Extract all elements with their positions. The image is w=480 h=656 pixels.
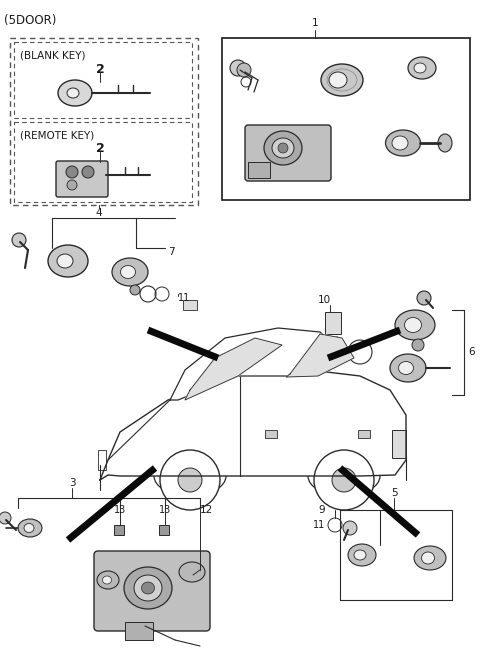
Bar <box>325 312 341 334</box>
Text: 1: 1 <box>312 18 318 28</box>
Bar <box>183 300 197 310</box>
Polygon shape <box>170 328 345 400</box>
Ellipse shape <box>421 552 434 564</box>
Polygon shape <box>286 334 354 377</box>
Ellipse shape <box>58 80 92 106</box>
Ellipse shape <box>348 544 376 566</box>
Text: (5DOOR): (5DOOR) <box>4 14 56 27</box>
Circle shape <box>237 63 251 77</box>
Ellipse shape <box>120 266 135 279</box>
Ellipse shape <box>414 63 426 73</box>
Polygon shape <box>100 370 406 480</box>
Ellipse shape <box>134 575 162 601</box>
Bar <box>248 162 270 178</box>
Ellipse shape <box>329 72 347 88</box>
Text: 2: 2 <box>96 142 104 155</box>
Ellipse shape <box>414 546 446 570</box>
Text: 4: 4 <box>96 208 102 218</box>
Circle shape <box>0 512 11 524</box>
Bar <box>10 38 198 205</box>
Text: (BLANK KEY): (BLANK KEY) <box>20 50 85 60</box>
Circle shape <box>332 468 356 492</box>
FancyBboxPatch shape <box>56 161 108 197</box>
Ellipse shape <box>395 310 435 340</box>
Text: 11: 11 <box>178 293 190 303</box>
Text: (REMOTE KEY): (REMOTE KEY) <box>20 130 94 140</box>
Text: 2: 2 <box>96 63 104 76</box>
Text: 10: 10 <box>318 295 331 305</box>
Ellipse shape <box>398 361 413 375</box>
Circle shape <box>160 450 220 510</box>
Ellipse shape <box>179 562 205 582</box>
Text: 13: 13 <box>114 505 126 515</box>
FancyBboxPatch shape <box>245 125 331 181</box>
Text: 9: 9 <box>318 505 325 515</box>
Bar <box>222 38 470 200</box>
Ellipse shape <box>67 88 79 98</box>
Bar <box>358 430 370 438</box>
Text: 12: 12 <box>200 505 213 515</box>
Ellipse shape <box>142 582 155 594</box>
Circle shape <box>82 166 94 178</box>
Circle shape <box>412 339 424 351</box>
Circle shape <box>417 291 431 305</box>
Circle shape <box>130 285 140 295</box>
Ellipse shape <box>405 318 421 333</box>
Bar <box>325 336 337 354</box>
Text: 6: 6 <box>468 347 475 357</box>
Ellipse shape <box>392 136 408 150</box>
Bar <box>125 622 153 640</box>
Circle shape <box>12 233 26 247</box>
Bar <box>114 525 124 535</box>
Ellipse shape <box>438 134 452 152</box>
Ellipse shape <box>48 245 88 277</box>
Ellipse shape <box>408 57 436 79</box>
Circle shape <box>178 468 202 492</box>
Circle shape <box>314 450 374 510</box>
Ellipse shape <box>390 354 426 382</box>
Text: 3: 3 <box>69 478 75 488</box>
Ellipse shape <box>103 576 111 584</box>
Ellipse shape <box>354 550 366 560</box>
FancyBboxPatch shape <box>94 551 210 631</box>
Ellipse shape <box>272 138 294 158</box>
Ellipse shape <box>321 64 363 96</box>
Ellipse shape <box>24 523 34 533</box>
Text: 11: 11 <box>313 520 325 530</box>
Ellipse shape <box>57 254 73 268</box>
Bar <box>98 450 106 470</box>
Text: 13: 13 <box>159 505 171 515</box>
Polygon shape <box>185 338 282 400</box>
Bar <box>14 122 192 202</box>
Bar <box>392 430 406 458</box>
Bar <box>265 430 277 438</box>
Ellipse shape <box>124 567 172 609</box>
Ellipse shape <box>18 519 42 537</box>
Ellipse shape <box>385 130 420 156</box>
Text: 7: 7 <box>168 247 175 257</box>
Ellipse shape <box>97 571 119 589</box>
Ellipse shape <box>264 131 302 165</box>
Circle shape <box>67 180 77 190</box>
Text: 5: 5 <box>391 488 397 498</box>
Circle shape <box>343 521 357 535</box>
Circle shape <box>66 166 78 178</box>
Bar <box>159 525 169 535</box>
Text: 8: 8 <box>318 353 324 363</box>
Ellipse shape <box>278 143 288 153</box>
Circle shape <box>230 60 246 76</box>
Bar <box>14 42 192 118</box>
Ellipse shape <box>112 258 148 286</box>
